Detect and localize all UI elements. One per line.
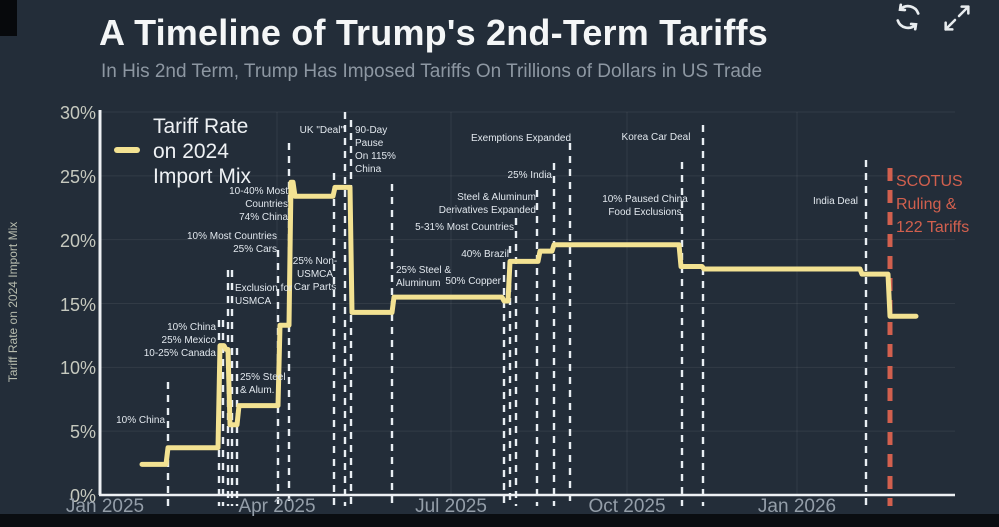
x-tick-label: Apr 2025	[238, 496, 316, 517]
legend-label-line2: on 2024	[153, 140, 229, 163]
event-annotation: UK "Deal"	[299, 125, 344, 136]
y-tick-label: 0%	[69, 486, 96, 506]
scotus-annotation: SCOTUS Ruling & 122 Tariffs	[896, 173, 970, 236]
x-tick-label: Oct 2025	[588, 496, 666, 517]
x-tick-label: Jul 2025	[415, 496, 487, 517]
tariff-rate-line	[139, 179, 919, 467]
event-annotation: 10% China	[116, 415, 165, 426]
legend-line-swatch	[114, 147, 140, 153]
expand-icon[interactable]	[941, 2, 975, 36]
event-annotation: 10% China 25% Mexico 10-25% Canada	[143, 322, 216, 359]
refresh-icon[interactable]	[891, 0, 925, 34]
event-annotation: Steel & Aluminum Derivatives Expanded	[438, 192, 536, 216]
y-tick-label: 25%	[59, 166, 96, 187]
event-annotation: Korea Car Deal	[621, 132, 691, 143]
event-annotation: 50% Copper	[445, 276, 501, 287]
y-tick-label: 5%	[69, 422, 96, 443]
event-annotation: 10% Paused China Food Exclusions	[602, 194, 688, 218]
legend-label-line3: Import Mix	[153, 165, 252, 188]
y-tick-label: 30%	[59, 103, 96, 123]
event-annotation: 90-Day Pause On 115% China	[355, 125, 396, 175]
event-annotation: Exemptions Expanded	[470, 133, 572, 144]
screen-corner-notch	[0, 0, 17, 36]
event-annotation: 10-40% Most Countries 74% China	[229, 186, 288, 223]
event-annotation: Exclusion for USMCA	[235, 283, 293, 307]
event-annotation: India Deal	[812, 196, 858, 207]
legend-label-line1: Tariff Rate	[153, 115, 249, 138]
event-annotation: 25% Non- USMCA Car Parts	[292, 256, 338, 293]
event-annotation: 25% Steel & Aluminum	[396, 265, 452, 289]
event-annotation: 5-31% Most Countries	[415, 222, 514, 233]
legend-label: Tariff Rate on 2024 Import Mix	[153, 114, 251, 189]
y-tick-label: 15%	[59, 294, 96, 315]
x-tick-label: Jan 2025	[65, 496, 145, 517]
bottom-bar	[0, 514, 999, 527]
y-tick-label: 10%	[59, 358, 96, 379]
page-subtitle: In His 2nd Term, Trump Has Imposed Tarif…	[101, 61, 763, 82]
page-title: A Timeline of Trump's 2nd-Term Tariffs	[99, 12, 768, 53]
event-annotation: 25% Steel & Alum.	[240, 372, 286, 396]
event-annotation: 25% India	[507, 170, 552, 181]
event-annotation: 10% Most Countries 25% Cars	[186, 231, 277, 255]
event-annotation: 40% Brazil	[461, 249, 509, 260]
x-tick-label: Jan 2026	[757, 496, 837, 517]
y-tick-label: 20%	[59, 230, 96, 251]
